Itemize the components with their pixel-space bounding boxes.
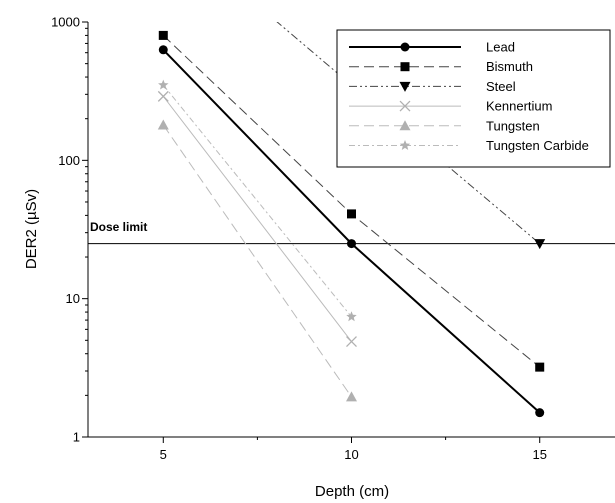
legend-label: Lead [486, 40, 515, 55]
data-point [157, 90, 169, 102]
dose-limit-label: Dose limit [90, 220, 147, 234]
legend-marker [400, 62, 410, 72]
legend-entry: Lead [349, 40, 515, 55]
legend-label: Bismuth [486, 59, 533, 74]
series-line [162, 84, 352, 318]
legend-label: Kennertium [486, 99, 552, 114]
legend-entry: Tungsten [349, 118, 540, 133]
data-point [535, 362, 545, 372]
legend-label: Tungsten Carbide [486, 138, 589, 153]
legend-label: Steel [486, 79, 516, 94]
series-lead [158, 45, 545, 418]
x-tick-label: 15 [532, 447, 546, 462]
x-tick-label: 5 [160, 447, 167, 462]
y-axis-title: DER2 (µSv) [23, 189, 40, 269]
x-tick-label: 10 [344, 447, 358, 462]
y-tick-label: 10 [66, 291, 80, 306]
legend: Lead Bismuth Steel Kennertium Tungsten Tungst… [336, 29, 611, 168]
data-point [346, 311, 357, 322]
data-point [347, 209, 356, 219]
legend-marker [400, 42, 410, 52]
data-point [347, 239, 356, 249]
legend-entry: Tungsten Carbide [349, 138, 589, 153]
series-line [162, 124, 352, 398]
y-tick-label: 100 [58, 153, 80, 168]
series-tungsten-carbide [158, 79, 357, 322]
data-point [158, 30, 168, 40]
legend-box [336, 29, 611, 168]
legend-marker [399, 120, 411, 131]
data-point [535, 408, 545, 418]
legend-label: Tungsten [486, 118, 540, 133]
series-kennertium [157, 90, 357, 347]
series-bismuth [158, 30, 545, 372]
y-tick-label: 1 [73, 430, 80, 445]
series-line [162, 96, 352, 342]
data-point [158, 45, 168, 55]
series-layer [157, 22, 546, 418]
legend-marker [399, 100, 411, 112]
legend-entry: Bismuth [349, 59, 533, 74]
legend-marker [399, 81, 411, 92]
data-point [346, 336, 357, 347]
data-point [157, 119, 169, 130]
legend-entry: Steel [349, 79, 516, 94]
series-tungsten [157, 119, 357, 402]
data-point [346, 391, 357, 402]
legend-marker [399, 140, 411, 150]
x-axis-title: Depth (cm) [315, 483, 389, 500]
legend-entry: Kennertium [349, 99, 552, 114]
data-point [534, 239, 546, 250]
y-tick-label: 1000 [51, 15, 80, 30]
ticks-layer: 1 10 100 1000 5 10 15 [51, 15, 547, 463]
data-point [158, 79, 169, 90]
series-line [276, 22, 541, 245]
